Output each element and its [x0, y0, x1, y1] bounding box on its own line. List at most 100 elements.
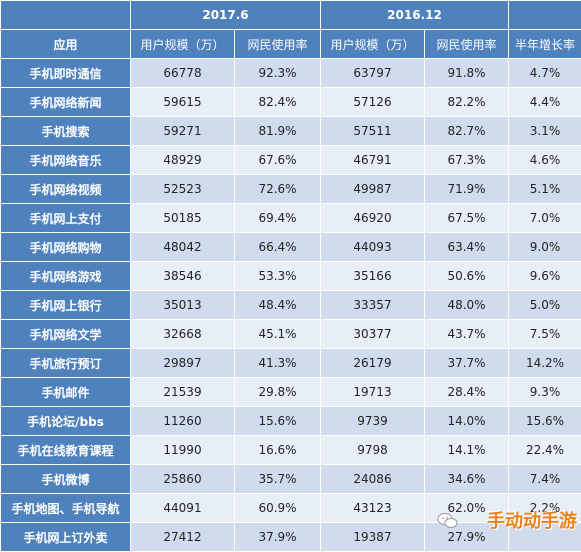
row-cell-g: 4.6% — [509, 146, 581, 175]
row-cell-r1: 16.6% — [235, 436, 321, 465]
row-cell-u1: 44091 — [131, 494, 235, 523]
row-cell-r1: 67.6% — [235, 146, 321, 175]
row-cell-r2: 67.5% — [425, 204, 509, 233]
row-cell-u1: 25860 — [131, 465, 235, 494]
header-blank-cell — [1, 1, 131, 30]
row-app-name: 手机微博 — [1, 465, 131, 494]
row-cell-r1: 66.4% — [235, 233, 321, 262]
row-cell-r1: 48.4% — [235, 291, 321, 320]
row-cell-r2: 63.4% — [425, 233, 509, 262]
col-users-2016-header: 用户规模（万） — [321, 30, 425, 59]
row-cell-g: 9.0% — [509, 233, 581, 262]
col-app-header: 应用 — [1, 30, 131, 59]
row-cell-r2: 91.8% — [425, 59, 509, 88]
row-cell-u2: 46791 — [321, 146, 425, 175]
row-cell-g: 4.7% — [509, 59, 581, 88]
row-cell-u2: 43123 — [321, 494, 425, 523]
row-app-name: 手机网上银行 — [1, 291, 131, 320]
row-cell-r1: 15.6% — [235, 407, 321, 436]
row-cell-r1: 53.3% — [235, 262, 321, 291]
row-cell-g: 22.4% — [509, 436, 581, 465]
row-cell-r1: 60.9% — [235, 494, 321, 523]
col-users-2017-header: 用户规模（万） — [131, 30, 235, 59]
row-cell-u2: 49987 — [321, 175, 425, 204]
row-cell-u1: 29897 — [131, 349, 235, 378]
row-cell-u1: 21539 — [131, 378, 235, 407]
row-app-name: 手机搜索 — [1, 117, 131, 146]
row-app-name: 手机论坛/bbs — [1, 407, 131, 436]
row-cell-u1: 59271 — [131, 117, 235, 146]
row-cell-g: 5.0% — [509, 291, 581, 320]
row-cell-g: 7.5% — [509, 320, 581, 349]
row-cell-r2: 34.6% — [425, 465, 509, 494]
row-cell-r2: 50.6% — [425, 262, 509, 291]
row-cell-u2: 9739 — [321, 407, 425, 436]
row-cell-u2: 19387 — [321, 523, 425, 552]
row-cell-r1: 92.3% — [235, 59, 321, 88]
row-cell-u1: 27412 — [131, 523, 235, 552]
row-cell-u2: 26179 — [321, 349, 425, 378]
row-cell-g: 4.4% — [509, 88, 581, 117]
row-app-name: 手机网络游戏 — [1, 262, 131, 291]
row-cell-r2: 82.7% — [425, 117, 509, 146]
row-cell-u2: 35166 — [321, 262, 425, 291]
row-cell-u2: 44093 — [321, 233, 425, 262]
row-cell-u2: 30377 — [321, 320, 425, 349]
row-app-name: 手机网络音乐 — [1, 146, 131, 175]
row-app-name: 手机邮件 — [1, 378, 131, 407]
row-cell-r2: 28.4% — [425, 378, 509, 407]
row-cell-u1: 32668 — [131, 320, 235, 349]
row-cell-r1: 41.3% — [235, 349, 321, 378]
row-cell-g: 7.0% — [509, 204, 581, 233]
row-cell-u1: 66778 — [131, 59, 235, 88]
row-cell-r2: 48.0% — [425, 291, 509, 320]
row-cell-u2: 46920 — [321, 204, 425, 233]
row-cell-u2: 19713 — [321, 378, 425, 407]
row-cell-r2: 71.9% — [425, 175, 509, 204]
row-app-name: 手机网络新闻 — [1, 88, 131, 117]
col-growth-header: 半年增长率 — [509, 30, 581, 59]
row-cell-u1: 38546 — [131, 262, 235, 291]
col-rate-2017-header: 网民使用率 — [235, 30, 321, 59]
row-cell-u1: 48042 — [131, 233, 235, 262]
row-cell-r1: 35.7% — [235, 465, 321, 494]
row-cell-r1: 81.9% — [235, 117, 321, 146]
row-cell-g: 3.1% — [509, 117, 581, 146]
period-header-row: 2017.6 2016.12 — [1, 1, 581, 30]
row-cell-r2: 14.0% — [425, 407, 509, 436]
row-cell-r2: 67.3% — [425, 146, 509, 175]
row-cell-r1: 29.8% — [235, 378, 321, 407]
wechat-logo-icon — [437, 512, 459, 530]
row-cell-g: 5.1% — [509, 175, 581, 204]
row-cell-u1: 35013 — [131, 291, 235, 320]
row-cell-r1: 72.6% — [235, 175, 321, 204]
row-cell-u1: 59615 — [131, 88, 235, 117]
column-header-row: 应用 用户规模（万） 网民使用率 用户规模（万） 网民使用率 半年增长率 — [1, 30, 581, 59]
row-app-name: 手机网上支付 — [1, 204, 131, 233]
row-app-name: 手机即时通信 — [1, 59, 131, 88]
row-app-name: 手机网络购物 — [1, 233, 131, 262]
row-cell-u1: 48929 — [131, 146, 235, 175]
row-cell-g: 14.2% — [509, 349, 581, 378]
header-blank-cell-right — [509, 1, 581, 30]
row-cell-u1: 11260 — [131, 407, 235, 436]
row-app-name: 手机网络文学 — [1, 320, 131, 349]
row-cell-u2: 33357 — [321, 291, 425, 320]
row-cell-u2: 63797 — [321, 59, 425, 88]
row-cell-r1: 37.9% — [235, 523, 321, 552]
row-cell-r2: 43.7% — [425, 320, 509, 349]
row-app-name: 手机网络视频 — [1, 175, 131, 204]
row-app-name: 手机旅行预订 — [1, 349, 131, 378]
